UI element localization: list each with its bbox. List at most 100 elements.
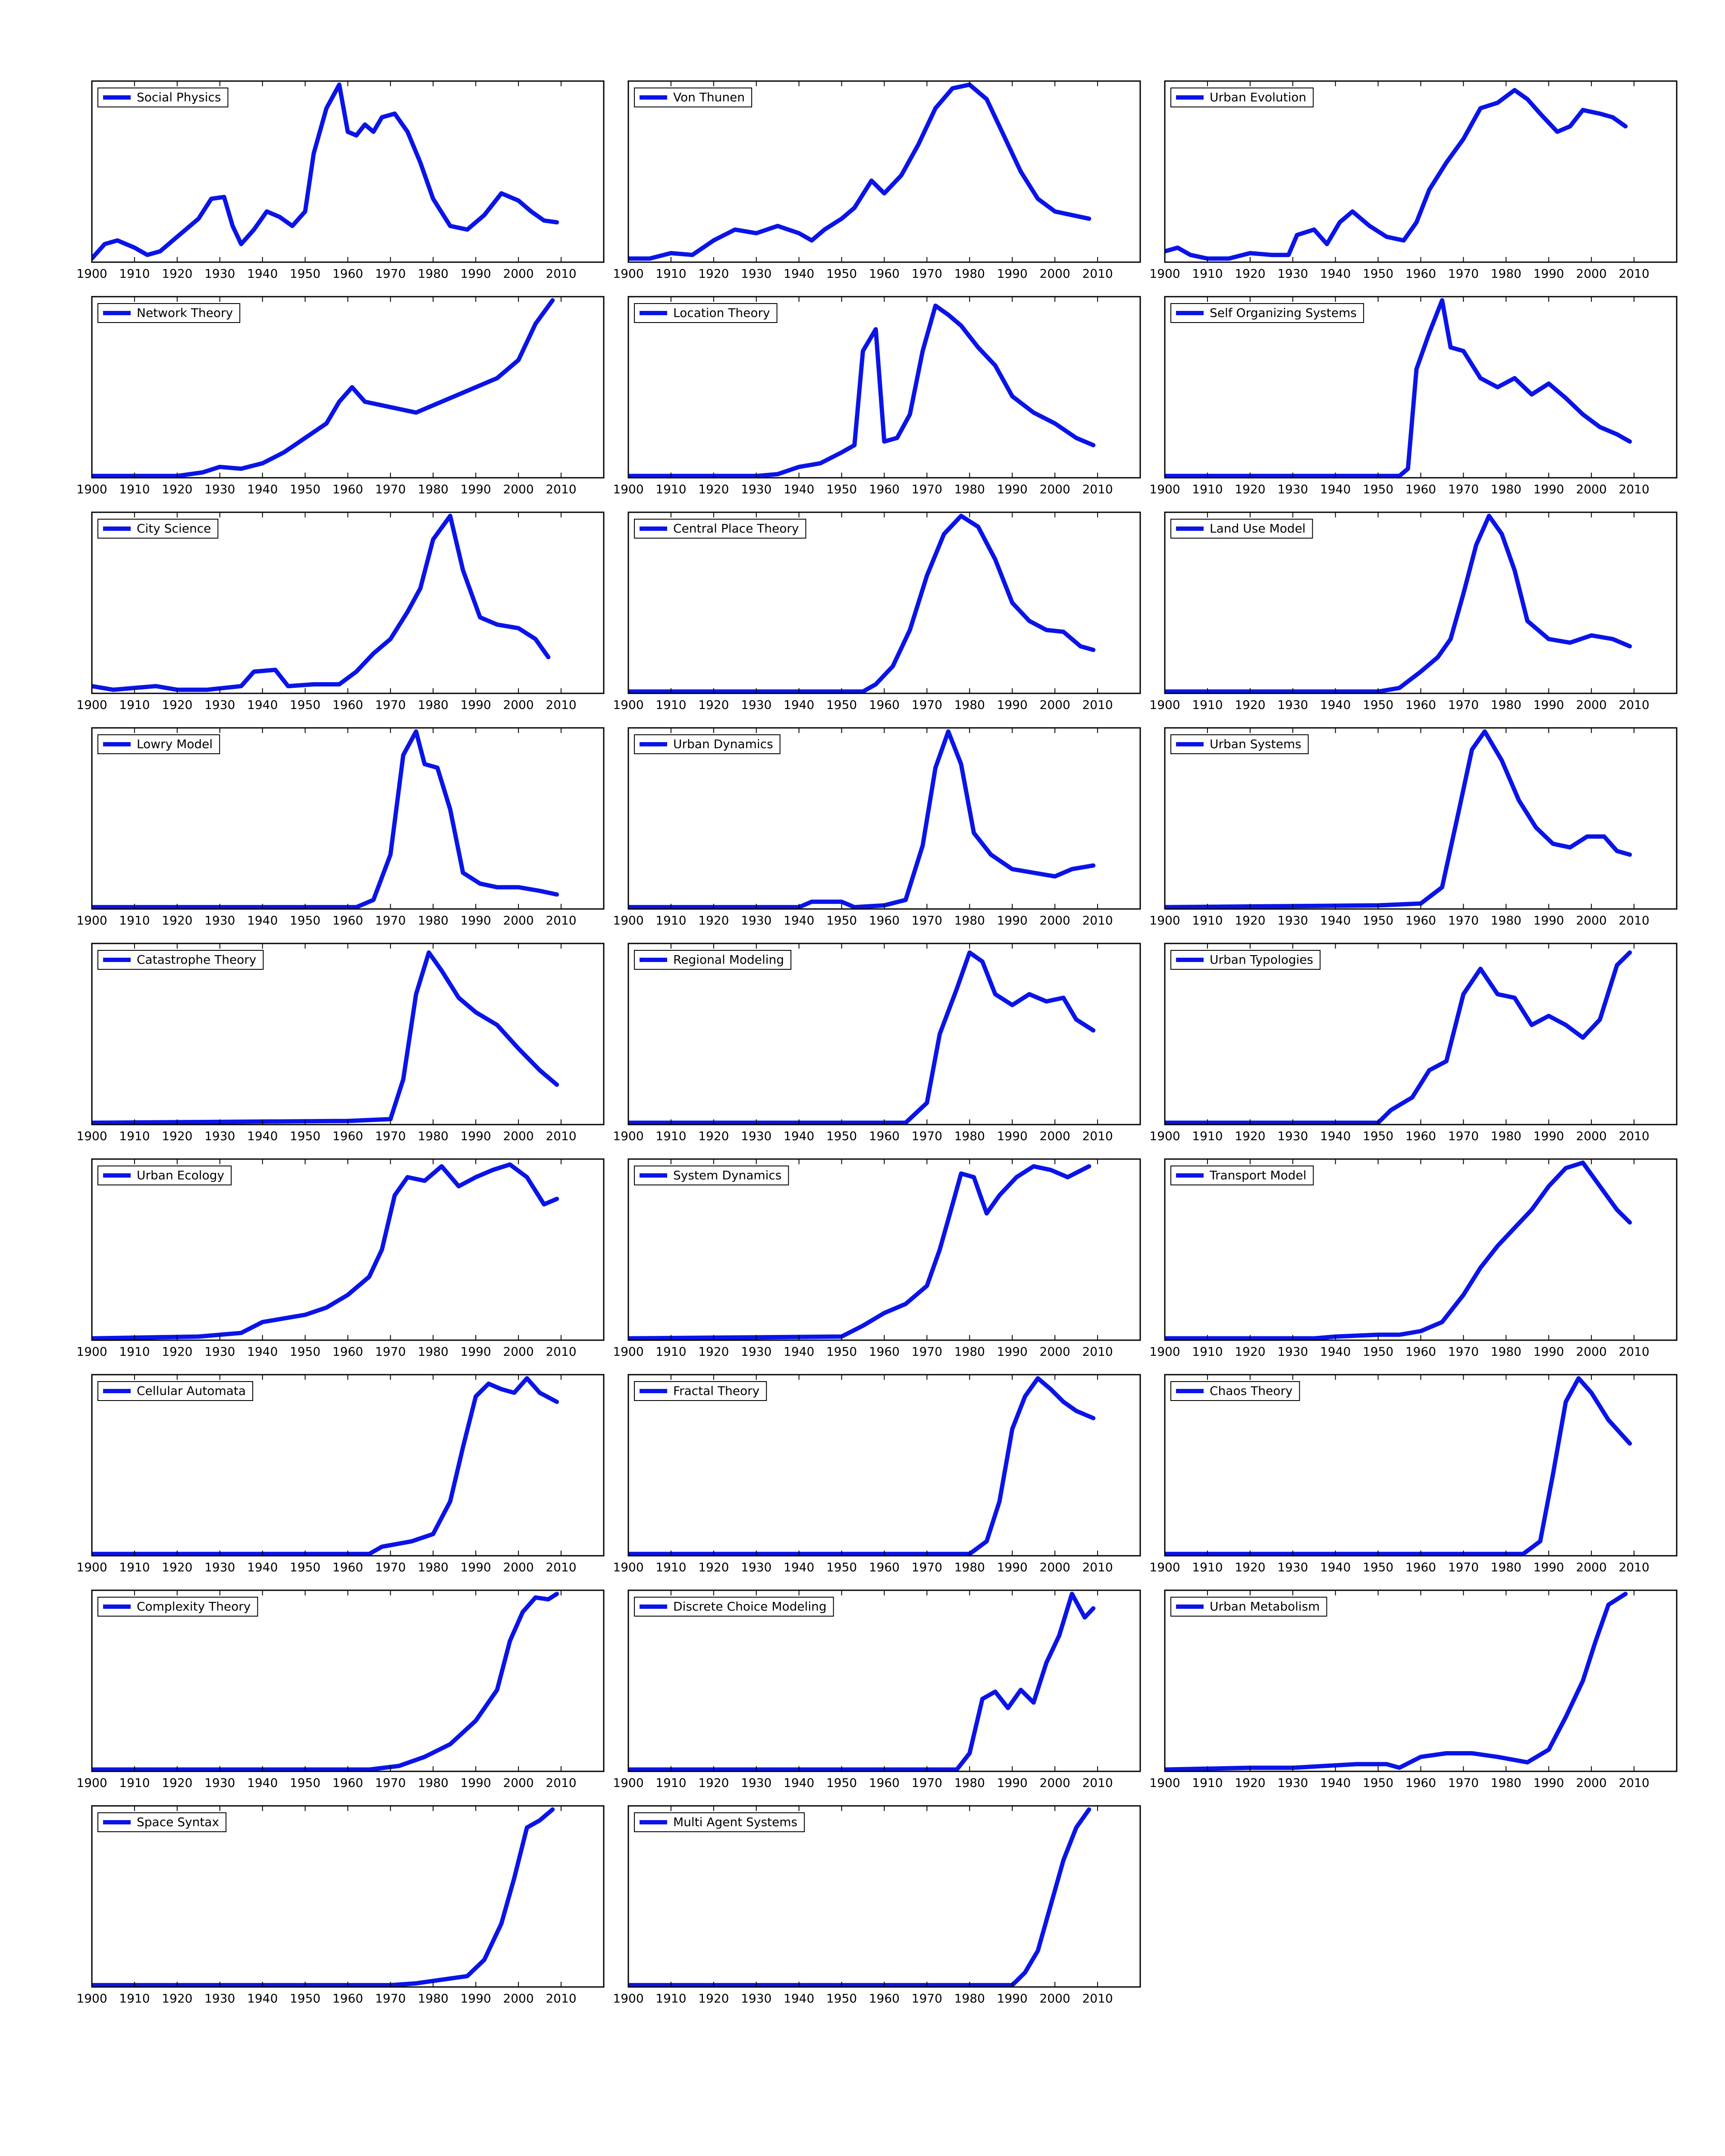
x-tick-label: 1980 — [418, 698, 448, 712]
x-tick-label: 2000 — [1040, 1776, 1070, 1790]
legend: Chaos Theory — [1170, 1381, 1300, 1401]
x-tick-label: 1920 — [698, 1129, 729, 1143]
x-tick-label: 1950 — [826, 1129, 857, 1143]
plot-frame — [627, 296, 1141, 479]
plot-frame — [627, 511, 1141, 694]
x-tick-label: 1930 — [741, 1344, 772, 1359]
x-tick-label: 2000 — [1040, 1344, 1070, 1359]
x-tick-label: 1990 — [1534, 1344, 1564, 1359]
legend-box — [634, 1597, 834, 1617]
x-tick-label: 1970 — [912, 482, 942, 496]
x-tick-label: 2000 — [503, 482, 534, 496]
legend-label: Urban Dynamics — [673, 737, 773, 751]
x-tick-label: 1900 — [76, 1129, 107, 1143]
plot-frame — [91, 511, 605, 694]
x-tick-label: 1900 — [613, 1991, 643, 2006]
x-tick-label: 1920 — [162, 913, 192, 928]
legend: Von Thunen — [634, 88, 753, 107]
chart-panel: 1900 1910 1920 1930 1940 1950 1960 1970 1980 1990… — [76, 80, 605, 292]
x-tick-label: 1900 — [613, 1344, 643, 1359]
series-line — [92, 82, 559, 261]
x-tick-label: 2000 — [1040, 1560, 1070, 1574]
chart-svg: 1900 1910 1920 1930 1940 1950 1960 1970 1980 1990… — [1149, 1158, 1678, 1359]
x-tick-label: 2010 — [546, 1560, 576, 1574]
x-tick-label: 1970 — [912, 913, 942, 928]
x-tick-label: 1960 — [332, 1129, 363, 1143]
plot-frame — [1164, 296, 1678, 479]
chart-panel: 1900 1910 1920 1930 1940 1950 1960 1970 1980 1990… — [613, 80, 1141, 292]
chart-svg: 1900 1910 1920 1930 1940 1950 1960 1970 1980 1990… — [76, 943, 605, 1143]
x-tick-label: 2000 — [1040, 482, 1070, 496]
legend: Land Use Model — [1170, 519, 1313, 539]
chart-panel: 1900 1910 1920 1930 1940 1950 1960 1970 1980 1990… — [613, 943, 1141, 1155]
series-line — [1165, 514, 1632, 693]
chart-svg: 1900 1910 1920 1930 1940 1950 1960 1970 1980 1990… — [613, 1374, 1141, 1574]
x-tick-label: 1970 — [912, 1344, 942, 1359]
x-tick-label: 1920 — [162, 1129, 192, 1143]
x-tick-label: 1970 — [912, 1991, 942, 2006]
x-tick-label: 2000 — [1576, 1344, 1607, 1359]
plot-frame — [1164, 80, 1678, 263]
x-tick-label: 1960 — [332, 1344, 363, 1359]
x-tick-label: 1940 — [1320, 266, 1351, 281]
chart-panel: 1900 1910 1920 1930 1940 1950 1960 1970 1980 1990… — [1149, 80, 1678, 292]
x-tick-label: 1930 — [204, 482, 235, 496]
x-tick-label: 1920 — [698, 1344, 729, 1359]
x-tick-label: 1930 — [1277, 1129, 1308, 1143]
x-tick-label: 1990 — [461, 1344, 491, 1359]
x-tick-label: 1920 — [162, 698, 192, 712]
x-tick-label: 1970 — [1448, 1344, 1479, 1359]
legend-label: Space Syntax — [137, 1815, 219, 1829]
chart-svg: 1900 1910 1920 1930 1940 1950 1960 1970 1980 1990… — [613, 1805, 1141, 2006]
x-tick-label: 1950 — [1363, 913, 1393, 928]
x-tick-label: 1990 — [1534, 266, 1564, 281]
x-tick-label: 1990 — [1534, 913, 1564, 928]
x-tick-label: 1940 — [1320, 1560, 1351, 1574]
x-tick-label: 1940 — [247, 1560, 278, 1574]
x-tick-label: 1960 — [869, 1991, 900, 2006]
x-tick-label: 1910 — [119, 1560, 150, 1574]
legend-label: System Dynamics — [673, 1168, 781, 1182]
x-tick-label: 1960 — [1405, 1560, 1436, 1574]
x-tick-label: 1900 — [613, 1560, 643, 1574]
x-tick-label: 1930 — [204, 266, 235, 281]
x-tick-label: 1910 — [119, 913, 150, 928]
x-tick-label: 1910 — [656, 1991, 686, 2006]
chart-svg: 1900 1910 1920 1930 1940 1950 1960 1970 1980 1990… — [613, 296, 1141, 496]
chart-panel: 1900 1910 1920 1930 1940 1950 1960 1970 1980 1990… — [613, 1805, 1141, 2017]
x-tick-label: 1900 — [76, 913, 107, 928]
chart-svg: 1900 1910 1920 1930 1940 1950 1960 1970 1980 1990… — [613, 727, 1141, 928]
x-tick-label: 1990 — [997, 1344, 1028, 1359]
x-tick-label: 1940 — [784, 1129, 814, 1143]
legend: Social Physics — [97, 88, 229, 107]
x-tick-label: 2010 — [1082, 1129, 1113, 1143]
x-tick-label: 1970 — [375, 1560, 406, 1574]
x-tick-label: 1930 — [1277, 1776, 1308, 1790]
legend-label: Discrete Choice Modeling — [673, 1599, 827, 1614]
plot-frame — [627, 727, 1141, 910]
x-tick-label: 1940 — [784, 266, 814, 281]
x-tick-label: 1920 — [698, 1991, 729, 2006]
x-tick-label: 1900 — [76, 1776, 107, 1790]
x-tick-label: 1910 — [1192, 698, 1223, 712]
x-tick-label: 1940 — [784, 1560, 814, 1574]
x-tick-label: 1950 — [290, 913, 320, 928]
x-tick-label: 2000 — [503, 1776, 534, 1790]
x-tick-label: 1940 — [247, 1344, 278, 1359]
chart-panel: 1900 1910 1920 1930 1940 1950 1960 1970 1980 1990… — [613, 1589, 1141, 1802]
x-tick-label: 1960 — [332, 1776, 363, 1790]
x-tick-label: 1950 — [1363, 1776, 1393, 1790]
x-tick-label: 1970 — [375, 913, 406, 928]
x-tick-label: 1950 — [826, 1991, 857, 2006]
legend-label: Urban Systems — [1210, 737, 1302, 751]
x-tick-label: 1900 — [76, 266, 107, 281]
x-tick-label: 1990 — [997, 698, 1028, 712]
legend: Self Organizing Systems — [1170, 303, 1364, 323]
legend: Urban Metabolism — [1170, 1597, 1327, 1617]
x-tick-label: 1920 — [1235, 482, 1265, 496]
x-tick-label: 1930 — [741, 482, 772, 496]
series-line — [1165, 88, 1628, 261]
chart-svg: 1900 1910 1920 1930 1940 1950 1960 1970 1980 1990… — [76, 80, 605, 281]
x-tick-label: 1930 — [741, 266, 772, 281]
legend-label: Central Place Theory — [673, 521, 799, 536]
